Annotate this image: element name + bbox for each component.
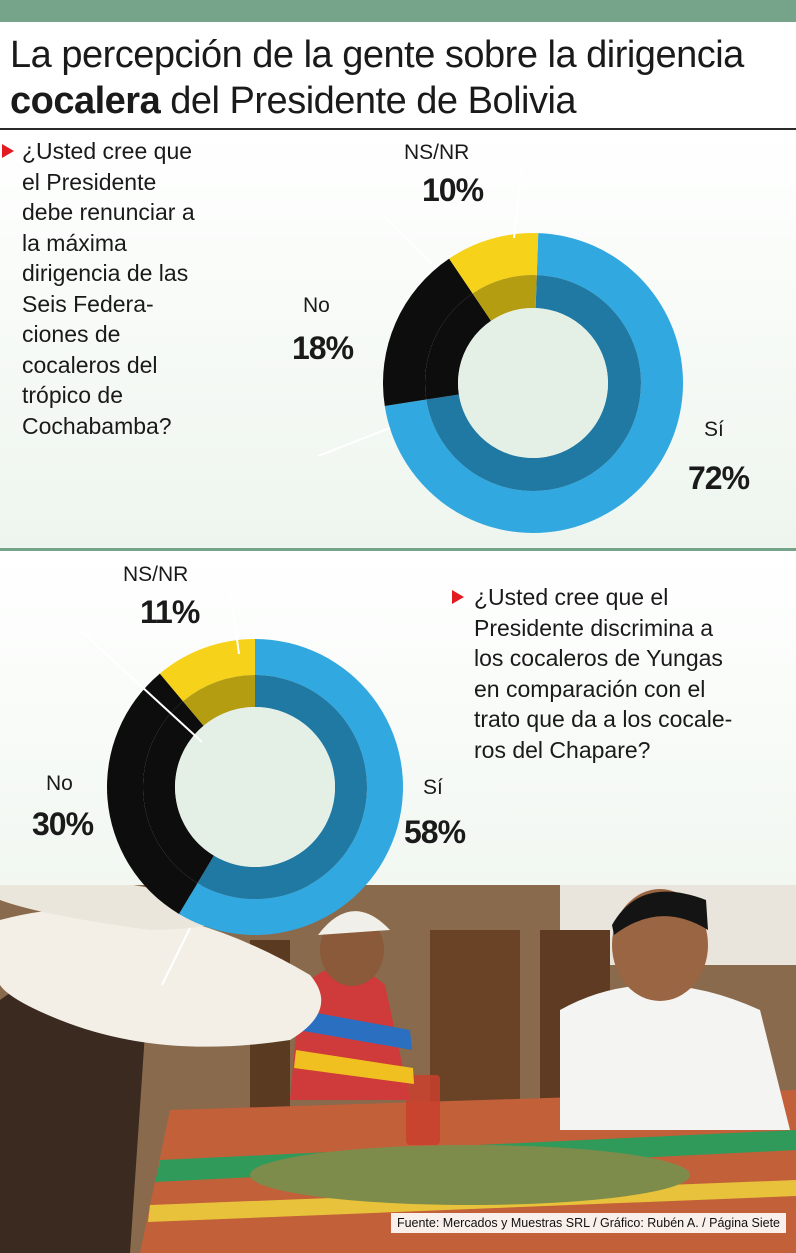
question-1-line: trópico de: [22, 382, 124, 408]
title-line-2: del Presidente de Bolivia: [160, 80, 577, 122]
slice-nsnr-inner: [183, 675, 255, 726]
title-line-1: La percepción de la gente sobre la dirig…: [10, 34, 744, 76]
title-bold-word: cocalera: [10, 80, 161, 122]
question-2-line: Presidente discrimina a: [474, 614, 714, 641]
slice-nsnr-inner: [472, 275, 537, 321]
question-1-line: ¿Usted cree que: [22, 138, 193, 164]
question-2-line: trato que da a los cocale-: [474, 706, 733, 732]
donut-chart-1: [317, 161, 683, 533]
header-band: [0, 0, 796, 22]
chart-1-label-nsnr: NS/NR: [404, 141, 470, 164]
leader-line: [161, 927, 191, 986]
leader-line: [513, 161, 523, 239]
donut-center: [175, 707, 335, 867]
slice-no-inner: [142, 701, 214, 884]
slice-si-inner: [197, 675, 367, 899]
leader-line: [379, 211, 437, 269]
white-hat-brim: [0, 908, 322, 1047]
shawl-stripe: [294, 1050, 414, 1084]
drinking-glass: [406, 1075, 440, 1145]
leader-line: [227, 571, 240, 655]
chart-1-value-nsnr: 10%: [422, 172, 484, 208]
chart-1-label-si: Sí: [704, 418, 724, 441]
meeting-photo: [0, 885, 796, 1253]
slice-no-outer: [383, 258, 473, 406]
man-hair: [612, 891, 708, 935]
question-1-line: la máxima: [22, 229, 127, 256]
question-1-line: Cochabamba?: [22, 412, 172, 439]
shawl-stripe: [298, 1010, 412, 1050]
slice-nsnr-outer: [159, 639, 255, 702]
coca-leaves: [250, 1145, 690, 1205]
chair-back: [430, 930, 520, 1110]
slice-nsnr-outer: [449, 232, 539, 294]
question-2-line: ¿Usted cree que el: [474, 584, 669, 610]
slice-no-outer: [106, 673, 198, 914]
panel-separator: [0, 548, 796, 551]
man-shirt: [560, 985, 790, 1130]
chart-2-label-si: Sí: [423, 776, 443, 799]
page-title: La percepción de la gente sobre la dirig…: [10, 32, 790, 124]
chart-2-label-no: No: [46, 772, 73, 795]
chart-2-value-si: 58%: [404, 814, 466, 850]
question-1-line: debe renunciar a: [22, 199, 195, 225]
slice-si-outer: [178, 639, 403, 936]
bullet-arrow-icon: [2, 144, 14, 158]
chart-2-label-nsnr: NS/NR: [123, 563, 189, 586]
woman-hat: [318, 911, 390, 935]
chart-2-value-no: 30%: [32, 806, 94, 842]
title-rule: [0, 128, 796, 130]
leader-line: [317, 427, 391, 457]
question-1-line: ciones de: [22, 321, 121, 347]
question-1-text: ¿Usted cree que el Presidente debe renun…: [22, 136, 195, 441]
source-credit: Fuente: Mercados y Muestras SRL / Gráfic…: [390, 1213, 786, 1233]
donut-center: [458, 308, 608, 458]
slice-si-inner: [426, 275, 641, 492]
question-2-line: en comparación con el: [474, 675, 706, 702]
question-2-line: ros del Chapare?: [474, 736, 651, 763]
question-2-text: ¿Usted cree que el Presidente discrimina…: [474, 582, 732, 765]
chart-2-value-nsnr: 11%: [140, 594, 200, 630]
chart-1-value-si: 72%: [688, 460, 750, 496]
question-1-line: el Presidente: [22, 168, 157, 195]
donut-chart-2: [79, 571, 403, 986]
question-2-line: los cocaleros de Yungas: [474, 645, 723, 671]
chart-1-label-no: No: [303, 294, 330, 317]
bullet-arrow-icon: [452, 590, 464, 604]
question-1-line: Seis Federa-: [22, 290, 154, 317]
chart-1-value-no: 18%: [292, 330, 354, 366]
leader-line: [79, 629, 203, 743]
question-1-line: dirigencia de las: [22, 260, 189, 286]
slice-no-inner: [425, 293, 492, 400]
question-1-line: cocaleros del: [22, 351, 158, 378]
